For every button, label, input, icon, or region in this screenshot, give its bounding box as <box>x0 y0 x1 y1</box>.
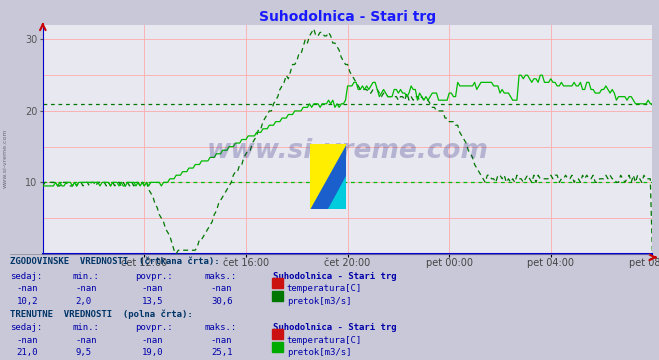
Polygon shape <box>328 176 346 209</box>
Text: povpr.:: povpr.: <box>135 323 173 332</box>
Text: sedaj:: sedaj: <box>10 272 42 281</box>
Text: www.si-vreme.com: www.si-vreme.com <box>3 129 8 188</box>
Text: temperatura[C]: temperatura[C] <box>287 336 362 345</box>
Text: maks.:: maks.: <box>204 272 237 281</box>
Text: 30,6: 30,6 <box>211 297 233 306</box>
Text: Suhodolnica - Stari trg: Suhodolnica - Stari trg <box>273 323 397 332</box>
Text: min.:: min.: <box>72 323 100 332</box>
Text: pretok[m3/s]: pretok[m3/s] <box>287 348 351 357</box>
Text: temperatura[C]: temperatura[C] <box>287 284 362 293</box>
Text: min.:: min.: <box>72 272 100 281</box>
Text: 13,5: 13,5 <box>142 297 163 306</box>
Title: Suhodolnica - Stari trg: Suhodolnica - Stari trg <box>259 10 436 24</box>
Text: -nan: -nan <box>76 284 98 293</box>
Text: pretok[m3/s]: pretok[m3/s] <box>287 297 351 306</box>
Text: 10,2: 10,2 <box>16 297 38 306</box>
Text: 25,1: 25,1 <box>211 348 233 357</box>
Text: TRENUTNE  VREDNOSTI  (polna črta):: TRENUTNE VREDNOSTI (polna črta): <box>10 310 192 319</box>
Text: www.si-vreme.com: www.si-vreme.com <box>207 138 488 164</box>
Text: -nan: -nan <box>211 336 233 345</box>
Text: -nan: -nan <box>211 284 233 293</box>
Text: 19,0: 19,0 <box>142 348 163 357</box>
Polygon shape <box>310 144 346 209</box>
Text: povpr.:: povpr.: <box>135 272 173 281</box>
Text: 9,5: 9,5 <box>76 348 92 357</box>
Text: ZGODOVINSKE  VREDNOSTI  (črtkana črta):: ZGODOVINSKE VREDNOSTI (črtkana črta): <box>10 257 219 266</box>
Text: Suhodolnica - Stari trg: Suhodolnica - Stari trg <box>273 272 397 281</box>
Text: 2,0: 2,0 <box>76 297 92 306</box>
Text: -nan: -nan <box>142 336 163 345</box>
Polygon shape <box>310 144 346 209</box>
Text: -nan: -nan <box>142 284 163 293</box>
Text: -nan: -nan <box>16 336 38 345</box>
Text: -nan: -nan <box>76 336 98 345</box>
Text: maks.:: maks.: <box>204 323 237 332</box>
Text: sedaj:: sedaj: <box>10 323 42 332</box>
Text: 21,0: 21,0 <box>16 348 38 357</box>
Text: -nan: -nan <box>16 284 38 293</box>
